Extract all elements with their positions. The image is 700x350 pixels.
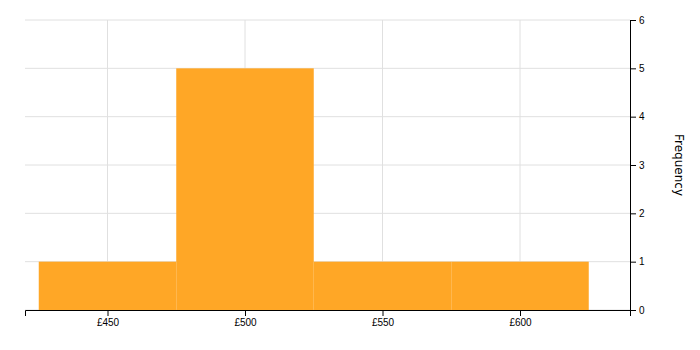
x-tick: £450: [97, 310, 120, 328]
y-grid-line: [25, 116, 630, 117]
y-grid-line: [25, 20, 630, 21]
x-tick-label: £500: [234, 317, 257, 328]
grid: [25, 20, 630, 310]
y-axis-title: Frequency: [672, 134, 686, 196]
plot: £450 £500 £550 £600 0 1 2 3 4 5 6 Frequency: [25, 15, 686, 328]
y-grid-line: [25, 213, 630, 214]
y-tick-mark: [630, 117, 636, 118]
y-tick-mark: [630, 20, 636, 21]
y-axis: 0 1 2 3 4 5 6: [630, 15, 645, 316]
histogram-bar: [314, 262, 452, 310]
y-tick-label: 3: [639, 160, 645, 171]
x-tick-label: £600: [509, 317, 532, 328]
y-tick-label: 6: [639, 15, 645, 26]
y-tick-label: 1: [639, 256, 645, 267]
y-tick-label: 4: [639, 111, 645, 122]
y-grid-line: [25, 165, 630, 166]
histogram-bar: [176, 68, 314, 310]
y-tick-label: 2: [639, 208, 645, 219]
x-tick: £600: [509, 310, 532, 328]
y-tick: 5: [630, 63, 645, 74]
x-axis: £450 £500 £550 £600: [26, 310, 631, 328]
y-tick: 1: [630, 256, 645, 267]
x-tick: £500: [234, 310, 257, 328]
y-tick: 3: [630, 160, 645, 171]
y-tick-mark: [630, 68, 636, 69]
y-tick: 4: [630, 111, 645, 122]
histogram-bar: [39, 262, 177, 310]
x-tick-mark: [520, 310, 521, 316]
y-tick-label: 0: [639, 305, 645, 316]
histogram-bar: [451, 262, 589, 310]
chart: £450 £500 £550 £600 0 1 2 3 4 5 6 Frequency: [0, 0, 700, 350]
y-tick-mark: [630, 165, 636, 166]
x-tick-label: £450: [97, 317, 120, 328]
x-tick-mark: [108, 310, 109, 316]
x-tick-mark: [383, 310, 384, 316]
y-tick-mark: [630, 213, 636, 214]
x-tick-mark: [245, 310, 246, 316]
y-tick: 0: [630, 305, 645, 316]
x-tick-label: £550: [372, 317, 395, 328]
y-tick-label: 5: [639, 63, 645, 74]
y-tick-mark: [630, 262, 636, 263]
x-tick: £550: [372, 310, 395, 328]
bars: [39, 68, 589, 310]
x-axis-line: [26, 311, 631, 317]
y-tick: 2: [630, 208, 645, 219]
y-tick-mark: [630, 310, 636, 311]
y-axis-line: [631, 21, 637, 311]
y-grid-line: [25, 68, 630, 69]
y-tick: 6: [630, 15, 645, 26]
